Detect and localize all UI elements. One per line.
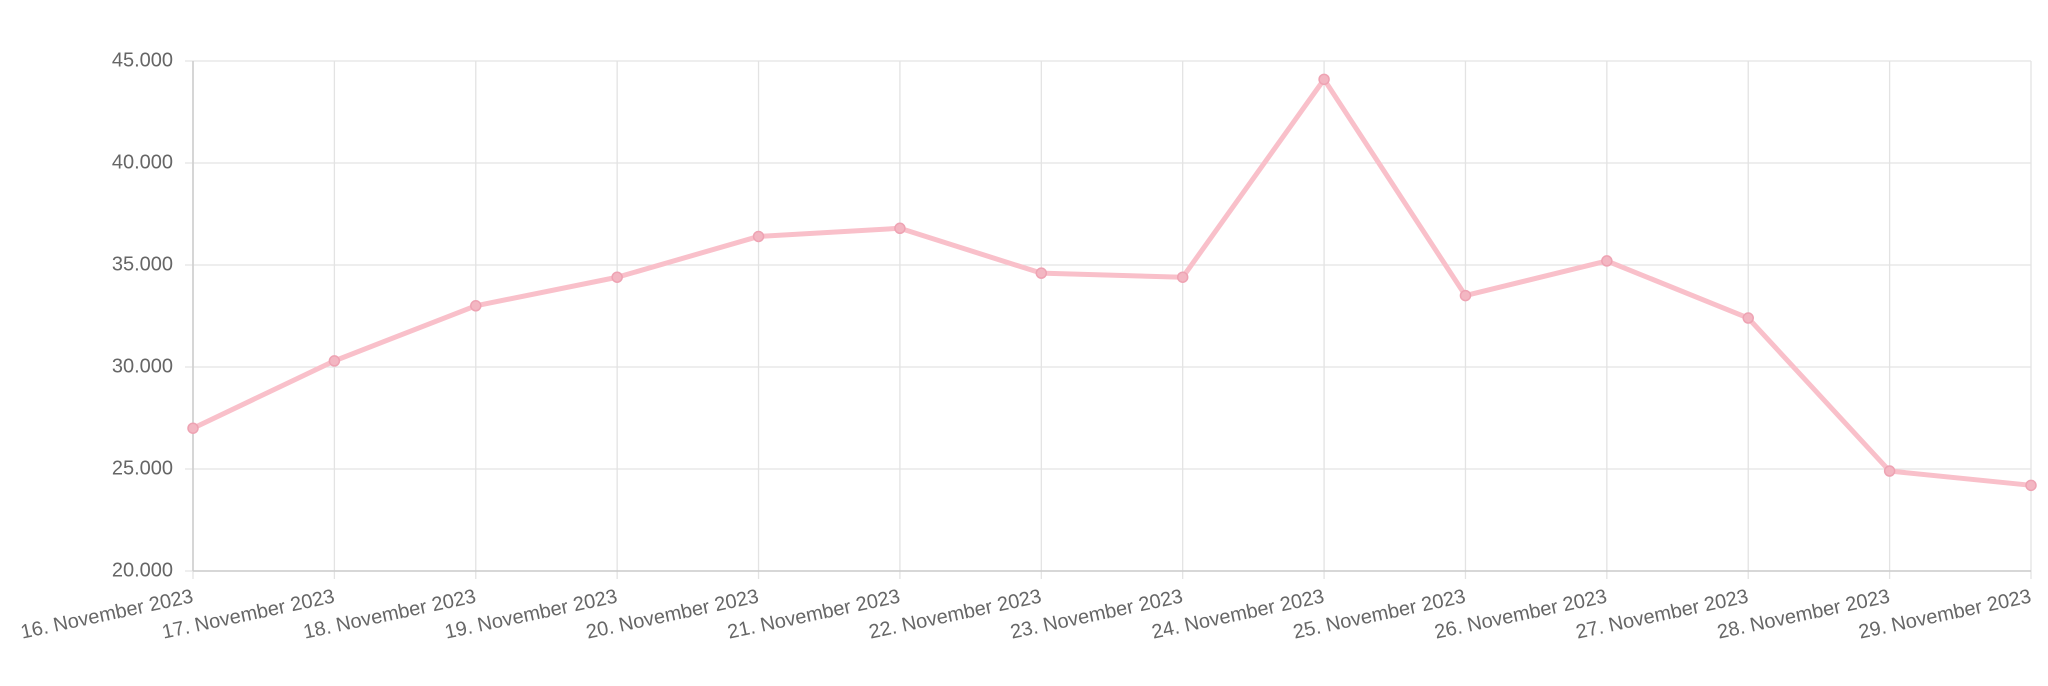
data-point [1601,255,1613,267]
data-point [894,222,906,235]
data-point [470,300,482,312]
y-tick-label: 30.000 [112,355,173,377]
y-tick-label: 35.000 [112,253,173,275]
data-point [2025,479,2037,492]
y-tick-label: 20.000 [112,559,173,581]
y-tick-label: 40.000 [112,151,173,173]
data-point [1035,267,1048,279]
data-point [1176,271,1189,283]
data-point [328,355,341,367]
data-point [1318,73,1330,86]
data-point [1883,465,1896,477]
y-tick-label: 25.000 [112,457,173,479]
y-tick-label: 45.000 [112,49,173,71]
data-point [611,271,623,283]
data-point [1459,289,1472,302]
data-line [191,76,2032,488]
data-point [752,230,765,243]
data-point [187,422,199,434]
data-point [1742,312,1754,324]
